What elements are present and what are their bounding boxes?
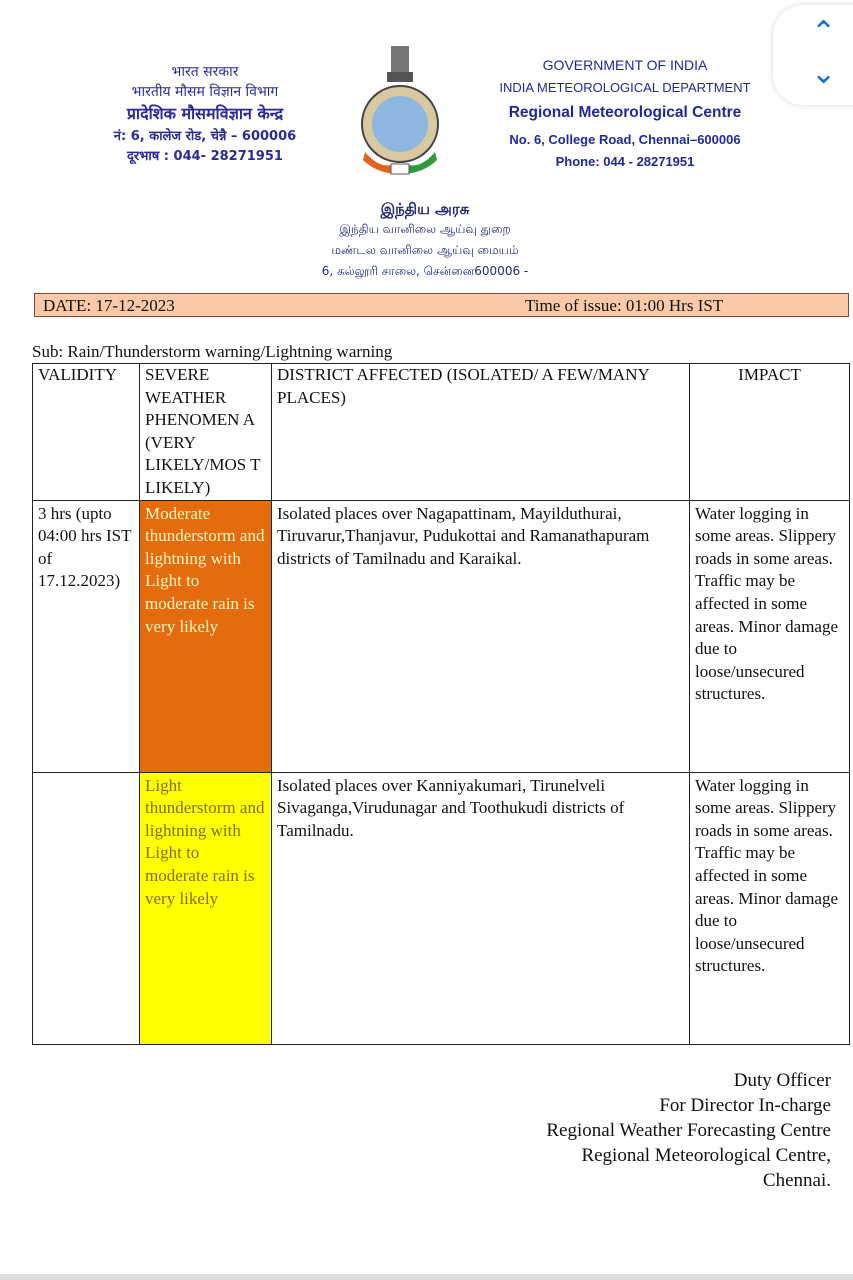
hindi-line: भारत सरकार — [171, 64, 239, 80]
english-line: INDIA METEOROLOGICAL DEPARTMENT — [499, 80, 751, 95]
english-line: GOVERNMENT OF INDIA — [542, 57, 708, 73]
districts-cell: Isolated places over Nagapattinam, Mayil… — [271, 499, 690, 773]
signature-line: Regional Weather Forecasting Centre — [546, 1120, 831, 1141]
signature-line: Regional Meteorological Centre, — [581, 1145, 831, 1166]
subject-line: Sub: Rain/Thunderstorm warning/Lightning… — [32, 342, 393, 361]
bottom-scrollbar[interactable] — [0, 1274, 853, 1280]
signature-line: For Director In-charge — [659, 1095, 831, 1116]
signature-line: Duty Officer — [733, 1070, 831, 1091]
tamil-line: 6, கல்லூரி சாலை, சென்னை600006 - — [321, 264, 529, 278]
header-phenomena: SEVERE WEATHER PHENOMEN A (VERY LIKELY/M… — [139, 363, 272, 501]
impact-cell: Water logging in some areas. Slippery ro… — [689, 771, 850, 1045]
signature-block: Duty Officer For Director In-charge Regi… — [546, 1068, 831, 1193]
english-line: No. 6, College Road, Chennai–600006 — [509, 132, 741, 147]
chevron-down-icon[interactable]: ⌃ — [811, 53, 837, 88]
english-line: Phone: 044 - 28271951 — [555, 154, 695, 169]
scroll-nav: ⌃ ⌃ — [773, 5, 853, 105]
validity-cell: 3 hrs (upto 04:00 hrs IST of 17.12.2023) — [32, 499, 140, 773]
header-impact: IMPACT — [689, 363, 850, 501]
tamil-line: இந்திய வானிலை ஆய்வு துறை — [339, 222, 511, 236]
warning-table: VALIDITY SEVERE WEATHER PHENOMEN A (VERY… — [32, 363, 850, 1045]
english-line: Regional Meteorological Centre — [508, 104, 742, 121]
districts-cell: Isolated places over Kanniyakumari, Tiru… — [271, 771, 690, 1045]
validity-cell — [32, 771, 140, 1045]
hindi-line: दूरभाष : 044- 28271951 — [127, 149, 283, 164]
issue-time: Time of issue: 01:00 Hrs IST — [525, 296, 724, 315]
tamil-line: இந்திய அரசு — [380, 200, 470, 218]
table-row: 3 hrs (upto 04:00 hrs IST of 17.12.2023)… — [32, 499, 850, 773]
issue-date: DATE: 17-12-2023 — [43, 296, 175, 315]
header-validity: VALIDITY — [32, 363, 140, 501]
imd-emblem-logo — [361, 46, 439, 175]
chevron-up-icon[interactable]: ⌃ — [811, 15, 837, 50]
signature-line: Chennai. — [762, 1170, 831, 1191]
table-header-row: VALIDITY SEVERE WEATHER PHENOMEN A (VERY… — [32, 363, 850, 501]
impact-cell: Water logging in some areas. Slippery ro… — [689, 499, 850, 773]
header-districts: DISTRICT AFFECTED (ISOLATED/ A FEW/MANY … — [271, 363, 690, 501]
tamil-line: மண்டல வானிலை ஆய்வு மையம் — [331, 243, 519, 257]
hindi-line: नं: 6, कालेज रोड, चेन्नै – 600006 — [113, 129, 297, 144]
hindi-line: प्रादेशिक मौसमविज्ञान केन्द्र — [126, 104, 284, 123]
table-row: Light thunderstorm and lightning with Li… — [32, 771, 850, 1045]
date-bar: DATE: 17-12-2023 Time of issue: 01:00 Hr… — [34, 293, 849, 317]
phenomena-cell-orange: Moderate thunderstorm and lightning with… — [139, 499, 272, 773]
hindi-line: भारतीय मौसम विज्ञान विभाग — [131, 84, 279, 100]
phenomena-cell-yellow: Light thunderstorm and lightning with Li… — [139, 771, 272, 1045]
